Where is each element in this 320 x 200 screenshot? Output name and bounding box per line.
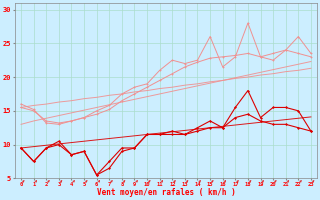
X-axis label: Vent moyen/en rafales ( km/h ): Vent moyen/en rafales ( km/h ) — [97, 188, 236, 197]
